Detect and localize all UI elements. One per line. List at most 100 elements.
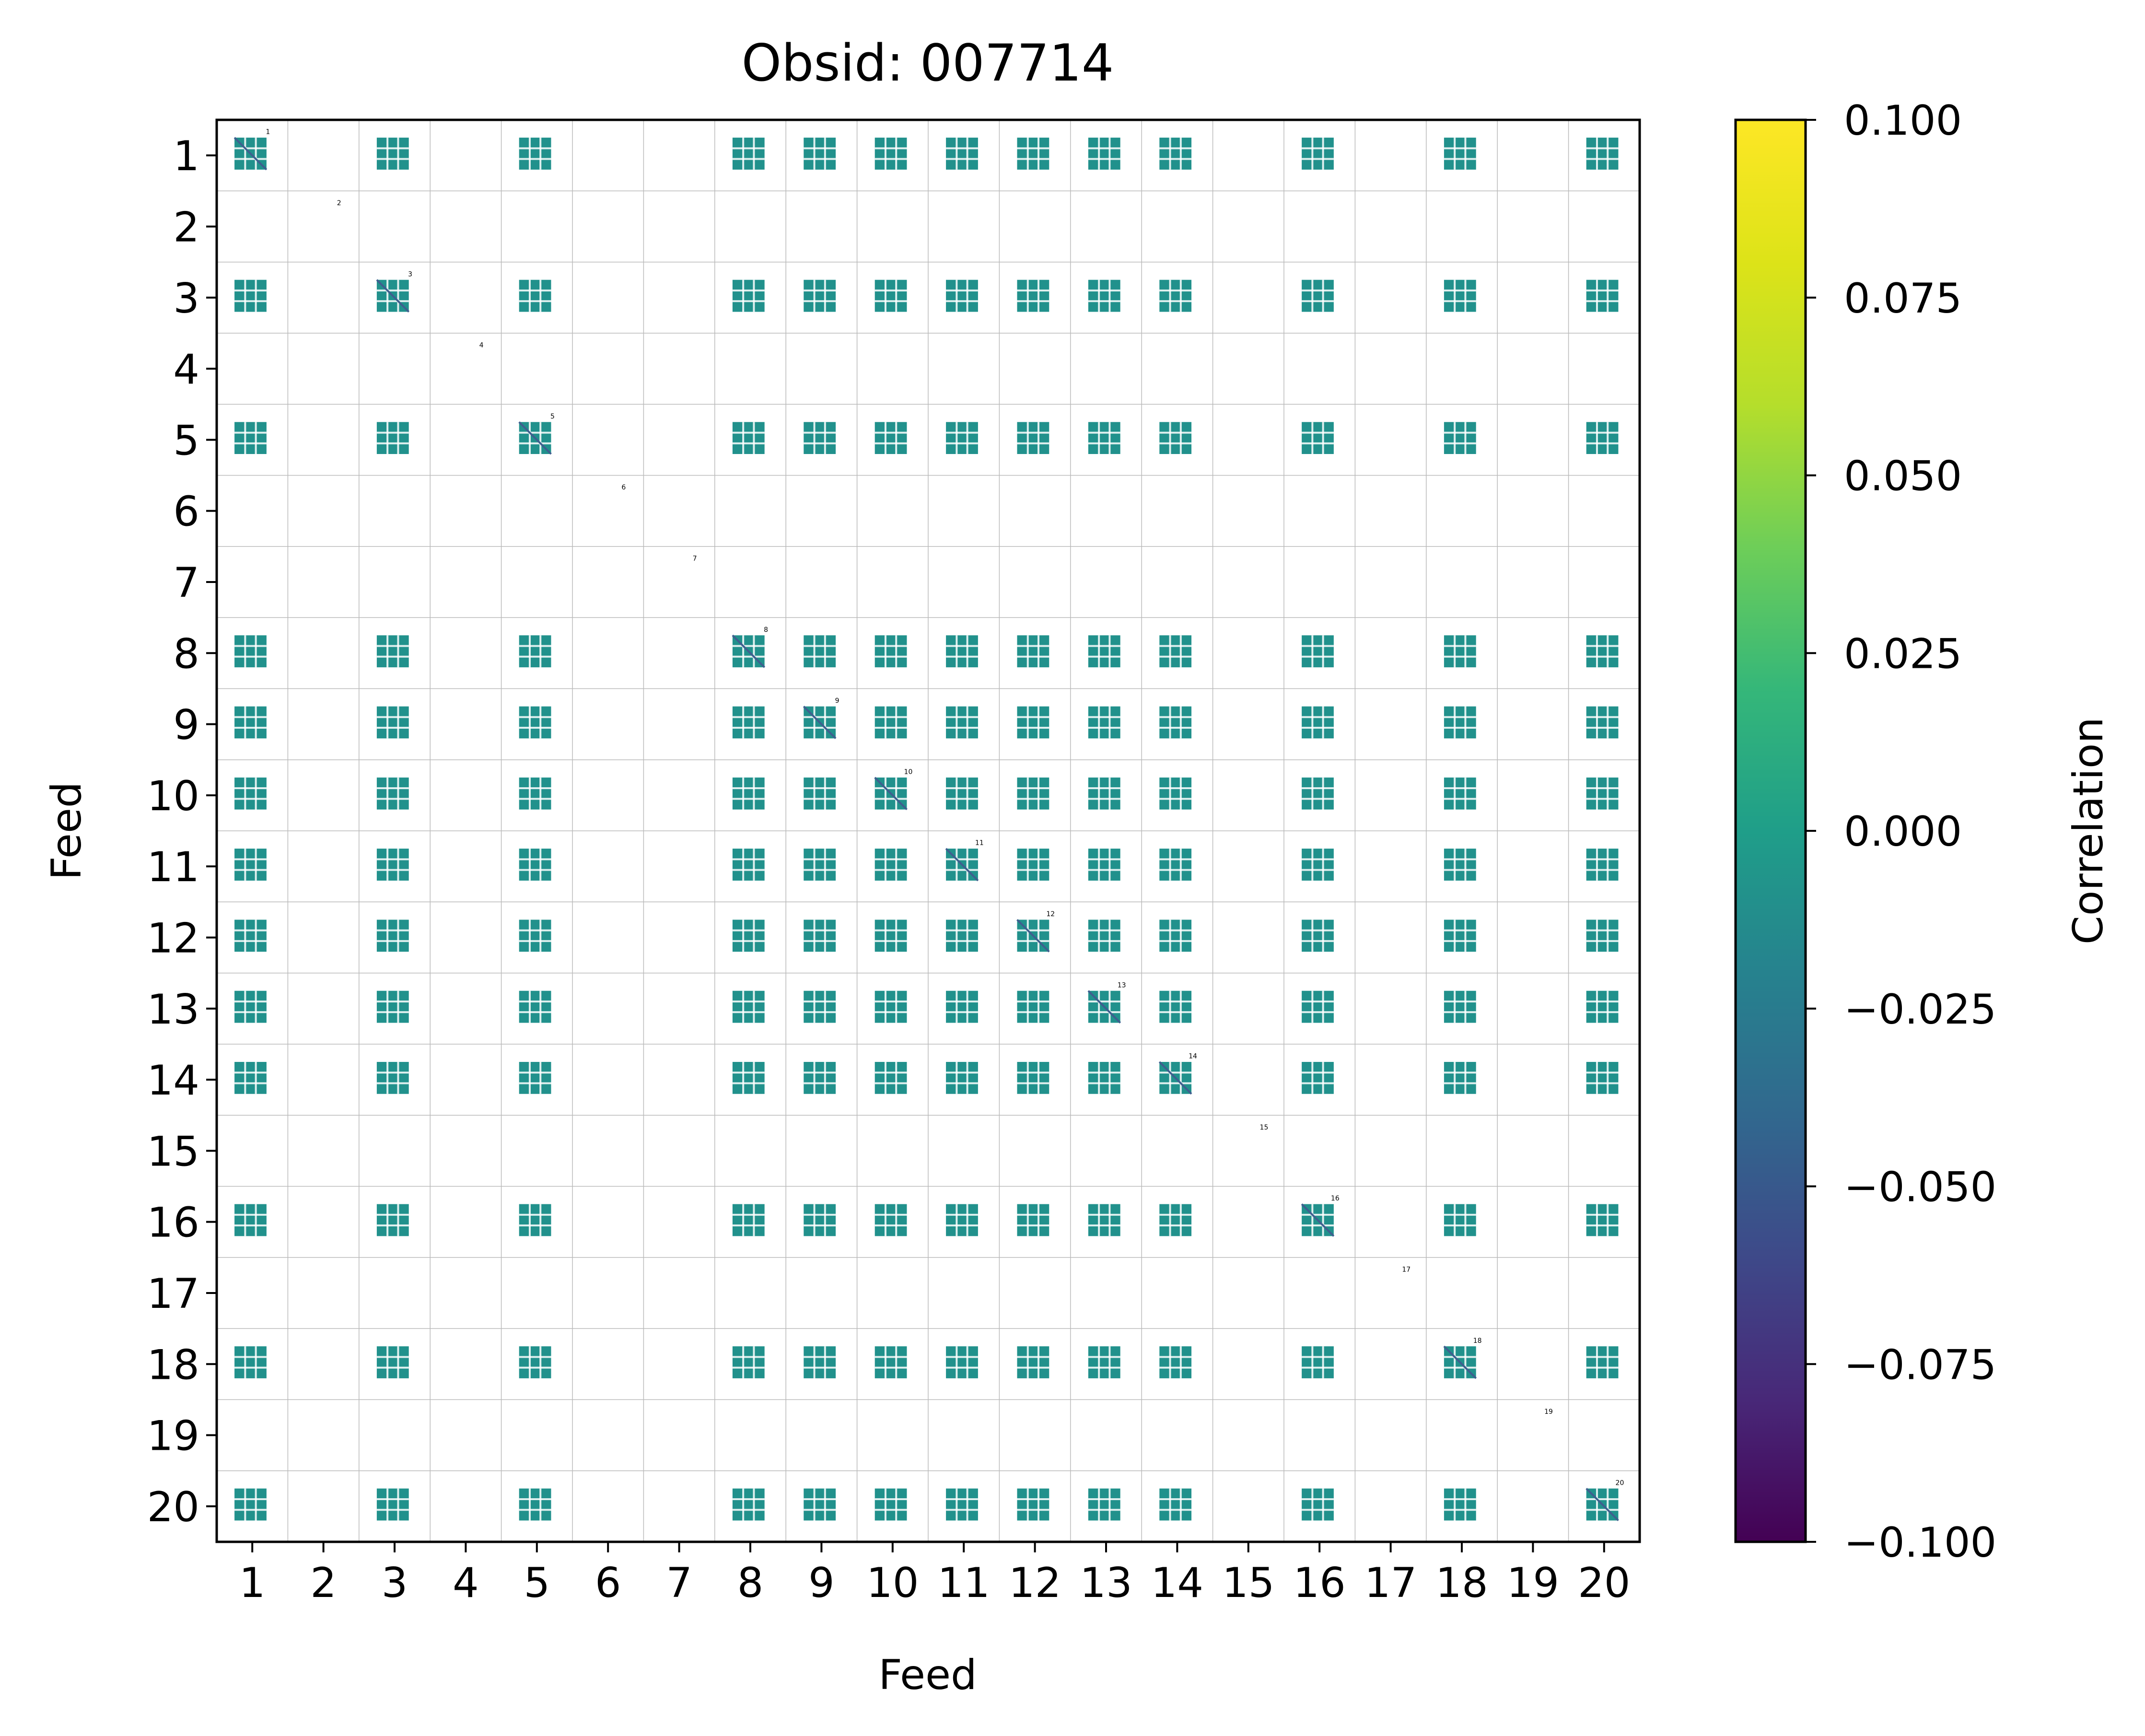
cell-row-stripe bbox=[376, 645, 409, 647]
y-tick-label: 2 bbox=[173, 203, 199, 251]
cell-row-stripe bbox=[874, 798, 907, 800]
cell-row-stripe bbox=[376, 1082, 409, 1084]
cell-row-stripe bbox=[234, 869, 267, 871]
correlation-cell bbox=[946, 1488, 978, 1521]
cell-row-stripe bbox=[874, 645, 907, 647]
cell-row-stripe bbox=[946, 858, 978, 861]
colorbar-tick-label: −0.100 bbox=[1844, 1519, 1996, 1567]
correlation-cell bbox=[804, 920, 836, 952]
cell-col-stripe bbox=[1169, 635, 1171, 667]
cell-row-stripe bbox=[1302, 147, 1334, 150]
x-tick-label: 8 bbox=[737, 1559, 764, 1607]
x-tick-label: 9 bbox=[808, 1559, 835, 1607]
cell-col-stripe bbox=[1169, 920, 1171, 952]
diagonal-label: 18 bbox=[1473, 1337, 1482, 1345]
cell-row-stripe bbox=[1586, 716, 1619, 718]
cell-col-stripe bbox=[1026, 138, 1029, 170]
cell-col-stripe bbox=[528, 777, 531, 810]
cell-col-stripe bbox=[1179, 1346, 1182, 1378]
correlation-cell bbox=[1088, 920, 1120, 952]
cell-col-stripe bbox=[397, 920, 399, 952]
cell-row-stripe bbox=[1586, 442, 1619, 444]
cell-col-stripe bbox=[1596, 920, 1598, 952]
cell-col-stripe bbox=[397, 422, 399, 454]
correlation-cell bbox=[1586, 1061, 1619, 1094]
cell-col-stripe bbox=[1169, 849, 1171, 881]
cell-col-stripe bbox=[813, 635, 816, 667]
cell-row-stripe bbox=[874, 1224, 907, 1227]
cell-row-stripe bbox=[1444, 1082, 1476, 1084]
cell-col-stripe bbox=[255, 280, 257, 312]
cell-row-stripe bbox=[1159, 1011, 1192, 1014]
cell-row-stripe bbox=[1088, 300, 1120, 303]
cell-col-stripe bbox=[966, 1488, 968, 1521]
cell-row-stripe bbox=[1017, 1366, 1049, 1369]
cell-col-stripe bbox=[1464, 1346, 1467, 1378]
diagonal-label: 9 bbox=[835, 697, 839, 705]
cell-row-stripe bbox=[519, 289, 551, 291]
correlation-cell bbox=[1017, 1061, 1049, 1094]
cell-col-stripe bbox=[255, 138, 257, 170]
cell-row-stripe bbox=[519, 726, 551, 729]
cell-row-stripe bbox=[519, 858, 551, 861]
cell-col-stripe bbox=[386, 920, 389, 952]
x-tick-label: 7 bbox=[666, 1559, 692, 1607]
cell-row-stripe bbox=[1586, 431, 1619, 434]
cell-col-stripe bbox=[1607, 849, 1609, 881]
cell-row-stripe bbox=[519, 1356, 551, 1358]
cell-row-stripe bbox=[1302, 442, 1334, 444]
cell-row-stripe bbox=[874, 1509, 907, 1511]
cell-col-stripe bbox=[1607, 1346, 1609, 1378]
cell-col-stripe bbox=[244, 706, 246, 739]
cell-row-stripe bbox=[1017, 431, 1049, 434]
cell-col-stripe bbox=[1464, 422, 1467, 454]
diagonal-label: 6 bbox=[621, 484, 626, 491]
cell-row-stripe bbox=[946, 655, 978, 658]
cell-row-stripe bbox=[1302, 716, 1334, 718]
cell-row-stripe bbox=[1159, 442, 1192, 444]
cell-col-stripe bbox=[386, 849, 389, 881]
cell-row-stripe bbox=[519, 645, 551, 647]
cell-col-stripe bbox=[1038, 920, 1040, 952]
cell-col-stripe bbox=[539, 990, 542, 1023]
correlation-cell bbox=[874, 138, 907, 170]
cell-row-stripe bbox=[519, 300, 551, 303]
diagonal-line bbox=[376, 279, 410, 313]
diagonal-label: 14 bbox=[1189, 1053, 1197, 1060]
cell-row-stripe bbox=[1444, 431, 1476, 434]
cell-col-stripe bbox=[824, 1061, 826, 1094]
cell-col-stripe bbox=[742, 920, 745, 952]
cell-row-stripe bbox=[376, 1011, 409, 1014]
correlation-cell bbox=[1444, 138, 1476, 170]
cell-col-stripe bbox=[1311, 990, 1314, 1023]
cell-col-stripe bbox=[1098, 1061, 1100, 1094]
cell-row-stripe bbox=[1017, 158, 1049, 160]
cell-col-stripe bbox=[1454, 138, 1456, 170]
cell-row-stripe bbox=[874, 787, 907, 790]
cell-row-stripe bbox=[1444, 716, 1476, 718]
cell-col-stripe bbox=[1607, 990, 1609, 1023]
diagonal-label: 5 bbox=[550, 413, 555, 420]
cell-col-stripe bbox=[895, 990, 898, 1023]
correlation-cell bbox=[946, 422, 978, 454]
cell-col-stripe bbox=[813, 280, 816, 312]
cell-col-stripe bbox=[1596, 849, 1598, 881]
correlation-cell bbox=[946, 1346, 978, 1378]
cell-row-stripe bbox=[1088, 655, 1120, 658]
cell-col-stripe bbox=[1098, 1346, 1100, 1378]
cell-col-stripe bbox=[895, 1346, 898, 1378]
x-tick-label: 10 bbox=[866, 1559, 919, 1607]
cell-row-stripe bbox=[874, 869, 907, 871]
cell-row-stripe bbox=[234, 158, 267, 160]
cell-col-stripe bbox=[956, 1346, 958, 1378]
cell-col-stripe bbox=[1322, 280, 1324, 312]
cell-col-stripe bbox=[956, 706, 958, 739]
diagonal-line bbox=[803, 706, 837, 739]
cell-col-stripe bbox=[1108, 1061, 1111, 1094]
cell-row-stripe bbox=[1159, 1356, 1192, 1358]
cell-col-stripe bbox=[824, 849, 826, 881]
cell-col-stripe bbox=[1098, 1204, 1100, 1236]
cell-row-stripe bbox=[1444, 147, 1476, 150]
cell-row-stripe bbox=[1444, 1498, 1476, 1501]
cell-col-stripe bbox=[824, 280, 826, 312]
